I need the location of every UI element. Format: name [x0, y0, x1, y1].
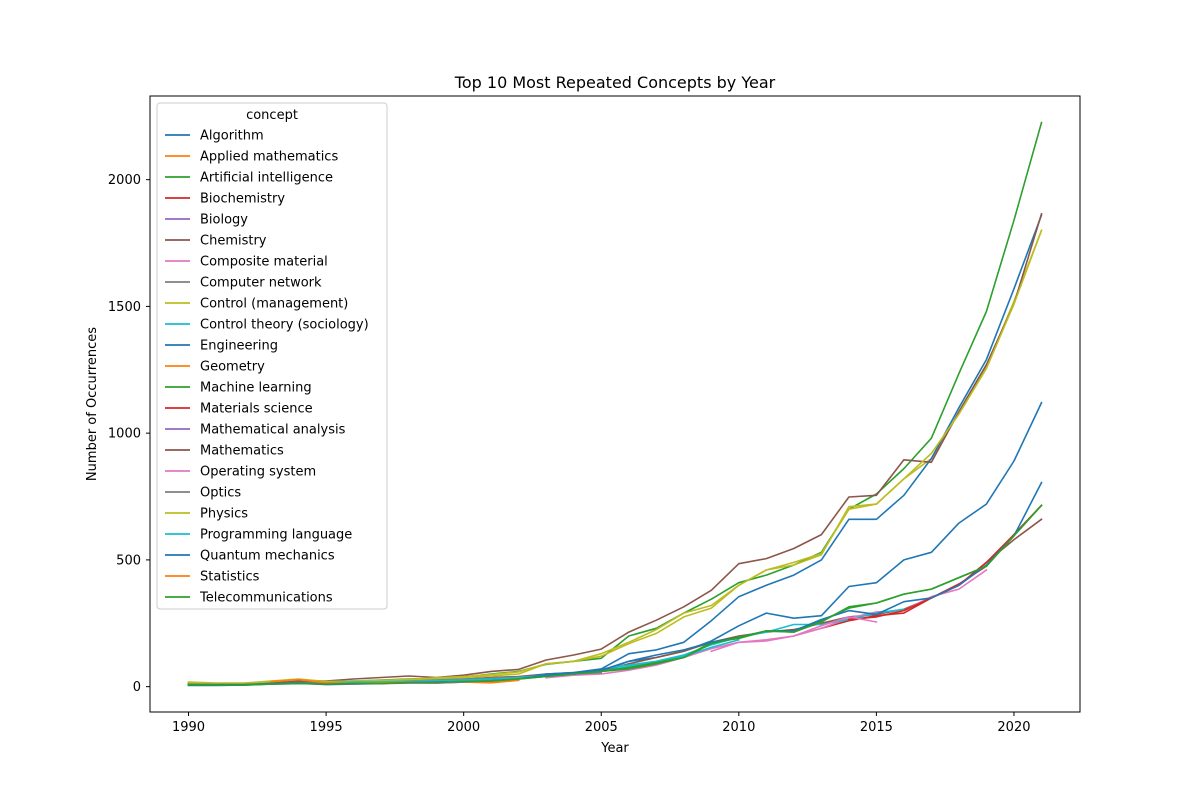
legend-label: Composite material — [200, 255, 328, 270]
legend-item-biochemistry: Biochemistry — [165, 192, 285, 207]
y-tick-label: 2000 — [108, 173, 141, 188]
x-tick-label: 1990 — [172, 720, 205, 735]
legend-item-materials-science: Materials science — [165, 402, 313, 417]
legend-label: Machine learning — [200, 381, 312, 396]
series-line-physics — [187, 229, 1043, 685]
legend-title: concept — [246, 108, 298, 123]
legend-item-operating-system: Operating system — [165, 465, 316, 480]
series-lines — [187, 121, 1043, 687]
legend-item-computer-network: Computer network — [165, 276, 322, 291]
legend-item-telecommunications: Telecommunications — [165, 591, 333, 606]
y-tick-label: 500 — [116, 553, 141, 568]
legend-label: Mathematical analysis — [200, 423, 346, 438]
legend-item-control-theory-sociology: Control theory (sociology) — [165, 318, 369, 333]
x-tick-label: 2000 — [447, 720, 480, 735]
legend-label: Quantum mechanics — [200, 549, 335, 564]
legend-item-applied-mathematics: Applied mathematics — [165, 150, 338, 165]
legend-label: Geometry — [200, 360, 265, 375]
y-axis: 0 500 1000 1500 2000 — [108, 173, 150, 695]
legend-label: Algorithm — [200, 129, 264, 144]
legend-item-chemistry: Chemistry — [165, 234, 267, 249]
legend-label: Computer network — [200, 276, 322, 291]
legend-label: Statistics — [200, 570, 260, 585]
legend-label: Programming language — [200, 528, 352, 543]
legend-item-machine-learning: Machine learning — [165, 381, 312, 396]
series-line-operating-system — [710, 616, 878, 653]
legend-item-geometry: Geometry — [165, 360, 265, 375]
legend-item-composite-material: Composite material — [165, 255, 328, 270]
legend-item-mathematical-analysis: Mathematical analysis — [165, 423, 346, 438]
x-axis-label: Year — [600, 741, 629, 756]
legend-label: Biochemistry — [200, 192, 285, 207]
legend-label: Control (management) — [200, 297, 348, 312]
legend-label: Materials science — [200, 402, 313, 417]
series-line-biochemistry — [820, 565, 988, 630]
x-axis: 1990 1995 2000 2005 2010 2015 2020 — [172, 712, 1031, 735]
legend-label: Chemistry — [200, 234, 267, 249]
x-tick-label: 2005 — [585, 720, 618, 735]
chart-title: Top 10 Most Repeated Concepts by Year — [454, 73, 776, 92]
legend-item-optics: Optics — [165, 486, 241, 501]
legend-item-mathematics: Mathematics — [165, 444, 284, 459]
legend-item-control-management: Control (management) — [165, 297, 348, 312]
legend-label: Control theory (sociology) — [200, 318, 369, 333]
legend-item-biology: Biology — [165, 213, 248, 228]
y-tick-label: 0 — [133, 680, 141, 695]
x-tick-label: 1995 — [310, 720, 343, 735]
legend-label: Optics — [200, 486, 241, 501]
legend-label: Telecommunications — [199, 591, 333, 606]
legend-label: Engineering — [200, 339, 278, 354]
legend-item-quantum-mechanics: Quantum mechanics — [165, 549, 335, 564]
legend-box — [156, 102, 388, 610]
plot-frame — [149, 95, 1081, 713]
legend-item-physics: Physics — [165, 507, 248, 522]
y-axis-label: Number of Occurrences — [85, 327, 100, 481]
legend-label: Biology — [200, 213, 248, 228]
legend-item-statistics: Statistics — [165, 570, 260, 585]
legend-label: Applied mathematics — [200, 150, 338, 165]
y-tick-label: 1000 — [108, 427, 141, 442]
legend-item-artificial-intelligence: Artificial intelligence — [165, 171, 333, 186]
series-line-telecommunications — [187, 504, 1043, 686]
legend-label: Physics — [200, 507, 248, 522]
x-tick-label: 2015 — [860, 720, 893, 735]
legend-item-programming-language: Programming language — [165, 528, 352, 543]
legend-label: Mathematics — [200, 444, 284, 459]
x-tick-label: 2010 — [722, 720, 755, 735]
y-tick-label: 1500 — [108, 300, 141, 315]
legend: concept Algorithm Applied mathematics Arti… — [156, 102, 388, 610]
legend-item-algorithm: Algorithm — [165, 129, 264, 144]
x-tick-label: 2020 — [997, 720, 1030, 735]
legend-label: Artificial intelligence — [200, 171, 333, 186]
legend-label: Operating system — [200, 465, 316, 480]
legend-item-engineering: Engineering — [165, 339, 278, 354]
